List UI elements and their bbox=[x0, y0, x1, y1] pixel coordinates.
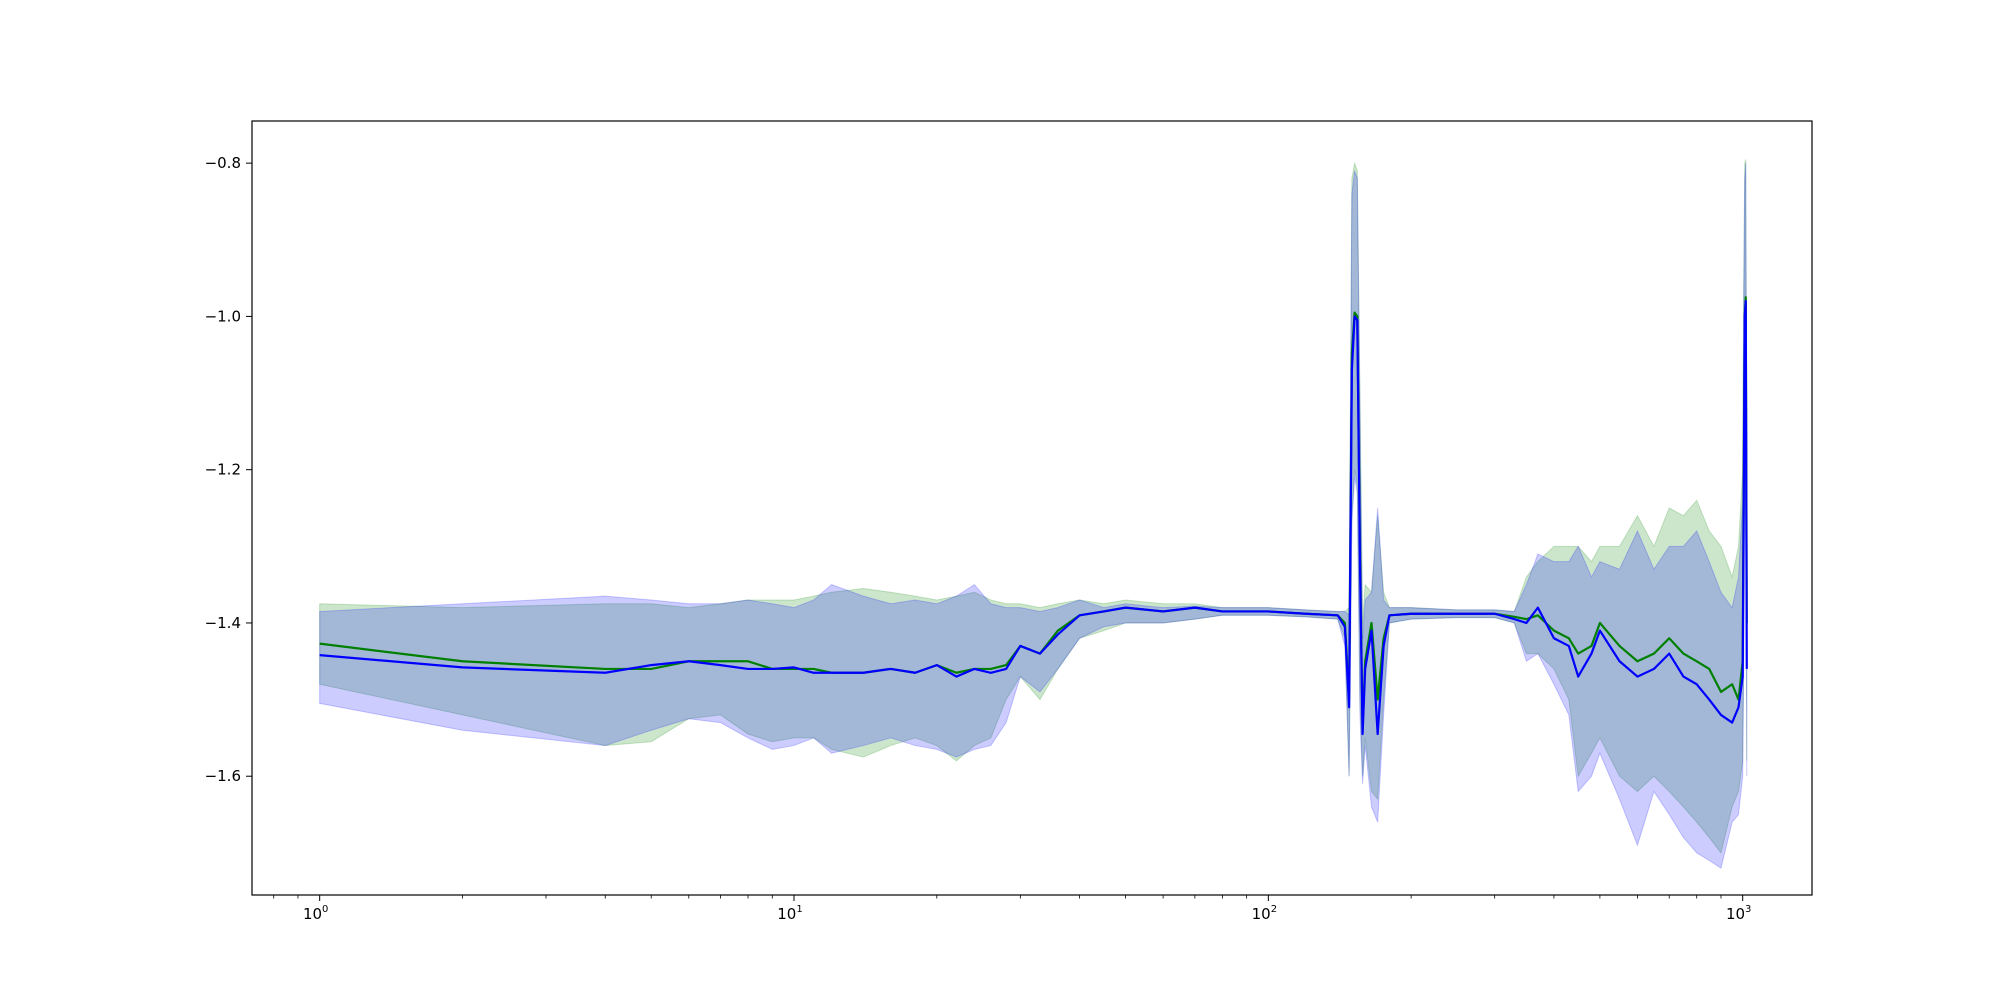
y-tick-label: −1.6 bbox=[205, 767, 241, 785]
y-tick-label: −0.8 bbox=[205, 154, 241, 172]
x-tick-label: 102 bbox=[1252, 904, 1277, 923]
y-tick-label: −1.4 bbox=[205, 614, 241, 632]
series-2-line bbox=[319, 299, 1748, 736]
y-tick-label: −1.0 bbox=[205, 307, 241, 325]
y-axis: −0.8 −1.0 −1.2 −1.4 −1.6 bbox=[205, 154, 252, 785]
series-1-confidence-band bbox=[319, 159, 1748, 854]
x-tick-label: 100 bbox=[303, 904, 328, 923]
x-tick-label: 101 bbox=[777, 904, 802, 923]
plot-frame bbox=[251, 120, 1813, 896]
x-tick-label: 103 bbox=[1726, 904, 1751, 923]
x-axis: 100 101 102 103 bbox=[273, 895, 1751, 923]
y-tick-label: −1.2 bbox=[205, 461, 241, 479]
series-2-confidence-band bbox=[319, 163, 1748, 869]
